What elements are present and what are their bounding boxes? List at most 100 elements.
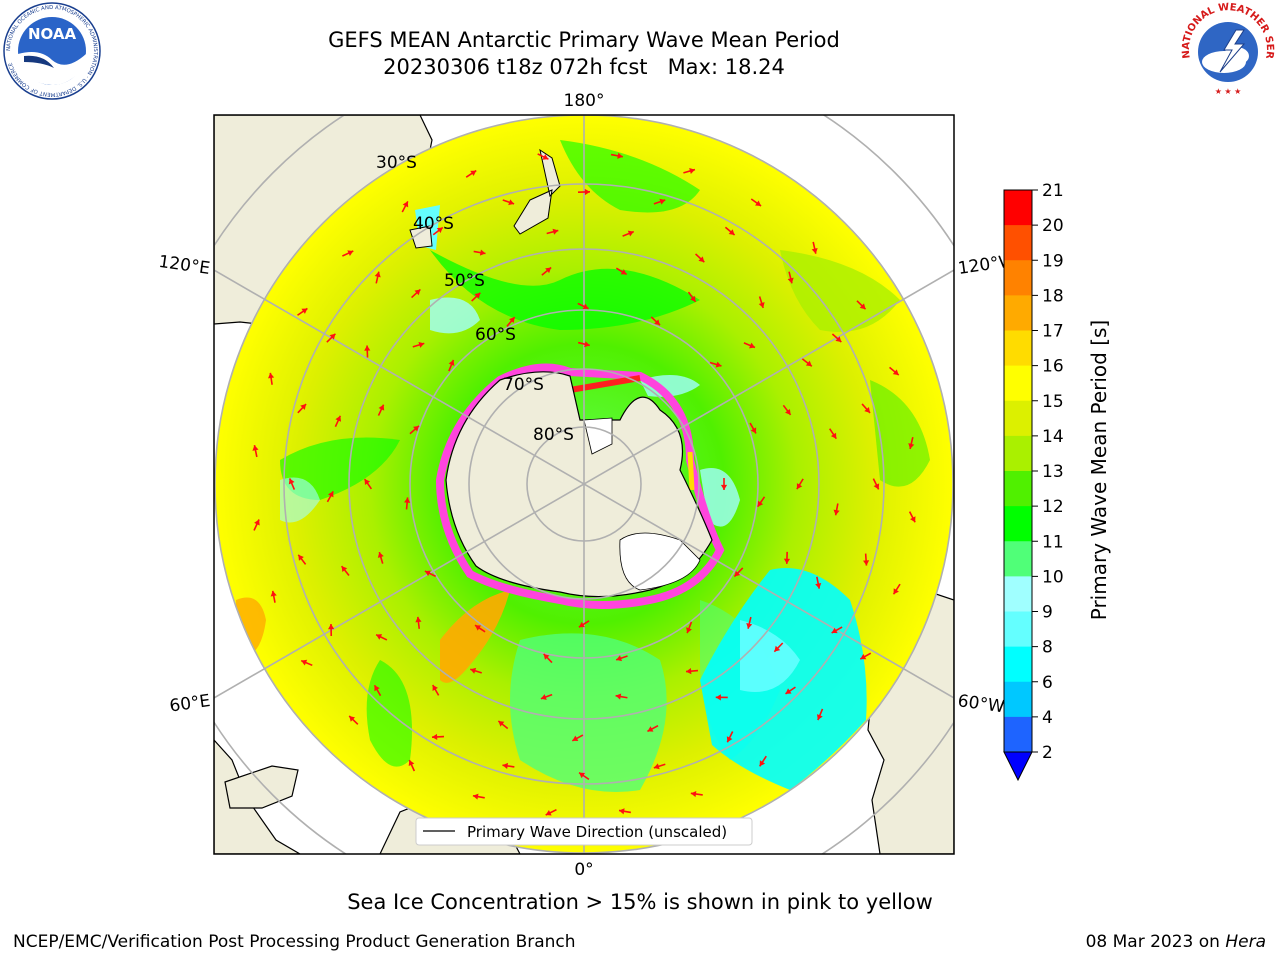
colorbar-block — [1004, 400, 1032, 437]
wave-arrow-head — [329, 333, 336, 340]
footer-date: 08 Mar 2023 on Hera — [1086, 932, 1266, 952]
lat-label-70s: 70°S — [503, 375, 544, 395]
lon-label-180: 180° — [564, 91, 605, 111]
wave-arrow-head — [436, 227, 443, 234]
wave-arrow-head — [787, 277, 794, 284]
wave-arrow-head — [584, 188, 590, 196]
wave-arrow-head — [654, 319, 661, 326]
colorbar-block — [1004, 365, 1032, 402]
colorbar-block — [1004, 681, 1032, 718]
colorbar-block — [1004, 506, 1032, 542]
wave-arrow-head — [470, 667, 477, 674]
wave-arrow-head — [715, 361, 722, 368]
wave-arrow-head — [860, 653, 867, 660]
colorbar-block — [1004, 190, 1032, 226]
wave-arrow-head — [830, 432, 837, 439]
wave-arrow-head — [647, 726, 654, 732]
wave-arrow-head — [908, 443, 915, 449]
wave-arrow-head — [418, 341, 425, 348]
colorbar-tick-label: 21 — [1042, 181, 1064, 201]
wave-arrow-head — [300, 404, 307, 410]
wave-arrow-head — [616, 655, 622, 662]
wave-arrow-head — [864, 407, 871, 413]
colorbar-block — [1004, 471, 1032, 507]
lat-label-80s: 80°S — [533, 425, 574, 445]
lon-label-0: 0° — [574, 860, 593, 880]
wave-arrow-head — [686, 668, 692, 675]
wave-arrow-head — [720, 484, 728, 490]
wave-arrow-head — [349, 716, 356, 722]
noaa-logo-text: NOAA — [28, 25, 77, 43]
wave-arrow-head — [268, 372, 275, 379]
wave-arrow-head — [545, 267, 552, 274]
wave-arrow-head — [364, 479, 371, 486]
wave-arrow-head — [540, 694, 547, 700]
wave-arrow-head — [615, 693, 622, 700]
colorbar-block — [1004, 225, 1032, 261]
colorbar-block — [1004, 541, 1032, 577]
wave-arrow-head — [328, 491, 334, 498]
wave-arrow-head — [579, 772, 586, 779]
map-frame — [213, 114, 955, 855]
wave-arrow-head — [301, 659, 308, 666]
wave-arrow-head — [542, 154, 549, 160]
wave-arrow-head — [404, 497, 411, 503]
colorbar: 21 20 19 18 17 16 15 14 13 12 11 10 9 8 6 4 2 Primary Wa… — [1003, 181, 1111, 782]
wave-arrow-head — [617, 152, 623, 159]
wave-arrow-head — [472, 793, 479, 800]
wave-arrow-head — [374, 685, 380, 692]
wave-arrow-head — [728, 229, 735, 235]
wave-arrow-head — [335, 415, 342, 422]
wave-arrow-head — [448, 359, 455, 366]
wave-arrow-head — [785, 408, 791, 415]
wave-arrow-head — [689, 168, 695, 174]
colorbar-tick-label: 11 — [1042, 532, 1064, 552]
colorbar-block — [1004, 435, 1032, 472]
wave-arrow-head — [893, 588, 899, 595]
wave-arrow-head — [785, 688, 792, 694]
wave-arrow-head — [582, 303, 589, 310]
wave-arrow-head — [374, 271, 381, 278]
wave-arrow-head — [413, 425, 419, 432]
wave-arrow-head — [698, 256, 705, 263]
colorbar-label: Primary Wave Mean Period [s] — [1087, 320, 1111, 621]
wave-arrow-head — [757, 500, 764, 507]
footer-date-text: 08 Mar 2023 on — [1085, 932, 1226, 952]
colorbar-tick-label: 18 — [1042, 286, 1064, 306]
wave-arrow-head — [347, 250, 354, 256]
colorbar-tick-label: 6 — [1042, 673, 1053, 693]
wave-arrow-head — [659, 198, 666, 205]
wave-arrow-head — [627, 230, 634, 237]
wave-arrow-head — [328, 624, 335, 630]
svg-text:★ ★ ★: ★ ★ ★ — [1215, 87, 1242, 96]
lon-label-120e: 120°E — [157, 252, 211, 279]
wave-arrow-head — [749, 342, 756, 349]
wave-arrow-head — [619, 808, 625, 815]
colorbar-tick-label: 10 — [1042, 567, 1064, 587]
wave-arrow-head — [578, 621, 585, 628]
wave-arrow-head — [470, 170, 477, 176]
wave-arrow-head — [755, 200, 762, 206]
wave-arrow-head — [726, 736, 733, 743]
wave-arrow-head — [715, 694, 721, 701]
wave-arrow-head — [509, 317, 515, 324]
wave-arrow-head — [863, 560, 870, 566]
wave-arrow-head — [424, 570, 431, 577]
lat-label-40s: 40°S — [413, 214, 454, 234]
sea-ice-caption: Sea Ice Concentration > 15% is shown in … — [347, 890, 933, 914]
colorbar-extend — [1003, 751, 1033, 782]
wave-arrow-head — [508, 199, 515, 206]
wave-arrow-head — [545, 809, 552, 816]
wave-arrow-head — [364, 345, 371, 351]
lat-label-30s: 30°S — [376, 153, 417, 173]
wave-arrow-head — [376, 634, 383, 640]
wave-arrow-head — [254, 519, 260, 526]
wave-arrow-head — [831, 627, 838, 634]
colorbar-block — [1004, 295, 1032, 331]
colorbar-tick-label: 16 — [1042, 357, 1064, 377]
colorbar-tick-label: 9 — [1042, 603, 1053, 623]
wave-arrow-head — [270, 590, 277, 597]
wave-arrow-head — [502, 762, 509, 769]
wave-arrow-head — [402, 201, 409, 208]
